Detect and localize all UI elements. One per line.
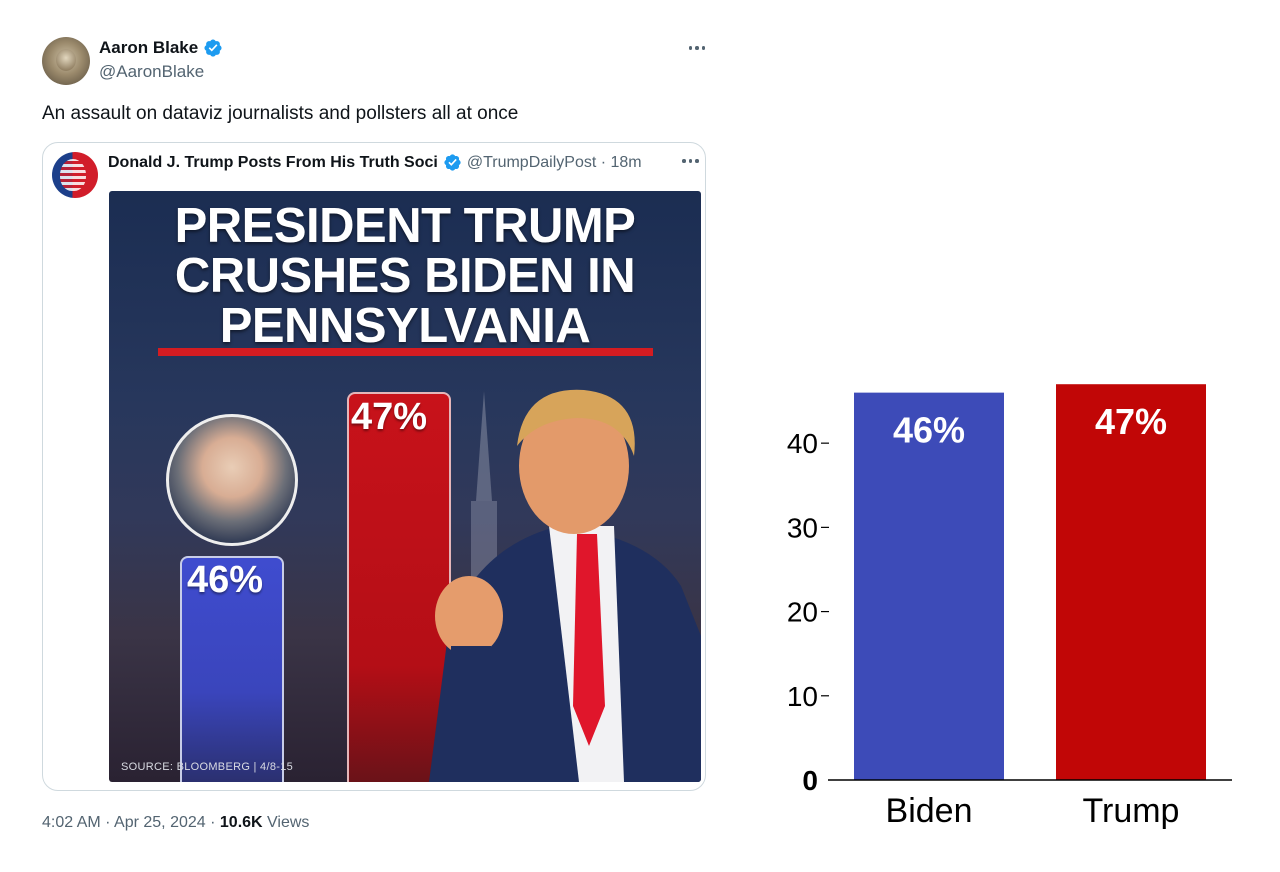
y-tick-label: 40 [787, 428, 818, 459]
tweet-timestamp[interactable]: 4:02 AM · Apr 25, 2024 · [42, 814, 220, 831]
graphic-bar-trump [347, 392, 451, 782]
author-handle[interactable]: @AaronBlake [99, 62, 205, 81]
graphic-label-biden: 46% [187, 559, 264, 601]
bars: 46% 47% [854, 384, 1206, 780]
y-tick-label: 30 [787, 512, 818, 543]
graphic-headline-line3: PENNSYLVANIA [219, 299, 591, 353]
views-count: 10.6K [219, 814, 263, 831]
trump-sleeve [451, 646, 491, 746]
steeple-spire [476, 391, 492, 501]
y-tick-label: 20 [787, 597, 818, 628]
quoted-tweet[interactable]: Donald J. Trump Posts From His Truth Soc… [42, 142, 706, 791]
more-options-icon[interactable] [684, 38, 710, 58]
author-name[interactable]: Aaron Blake [99, 38, 199, 57]
verified-check [208, 44, 218, 52]
bar-trump [1056, 384, 1206, 780]
biden-portrait [166, 414, 298, 546]
graphic-headline-line1: PRESIDENT TRUMP [174, 199, 636, 253]
poll-graphic-image[interactable]: PRESIDENT TRUMP CRUSHES BIDEN IN PENNSYL… [109, 191, 701, 782]
quoted-verified-check [448, 158, 457, 166]
trump-portrait [429, 389, 701, 782]
quoted-handle-time[interactable]: @TrumpDailyPost · 18m [466, 153, 642, 171]
graphic-bar-biden [180, 556, 284, 782]
trump-hair [517, 389, 635, 456]
tweet: Aaron Blake @AaronBlake An assault on da… [42, 37, 710, 832]
headline-underline [158, 348, 653, 356]
tweet-metadata: 4:02 AM · Apr 25, 2024 · 10.6K Views [42, 814, 309, 832]
tweet-text: An assault on dataviz journalists and po… [42, 103, 519, 124]
graphic-source: SOURCE: BLOOMBERG | 4/8-15 [121, 761, 294, 773]
quoted-header: Donald J. Trump Posts From His Truth Soc… [108, 153, 642, 172]
x-tick-label-biden: Biden [886, 792, 973, 830]
quoted-author-name[interactable]: Donald J. Trump Posts From His Truth Soc… [108, 153, 438, 171]
y-tick-label: 0 [802, 765, 818, 796]
views-label: Views [262, 814, 310, 831]
corrected-bar-chart: 0 10 20 30 40 46% 47% Biden Trump [787, 384, 1232, 830]
trump-tie [573, 534, 605, 746]
data-label-trump: 47% [1095, 401, 1167, 442]
data-label-biden: 46% [893, 410, 965, 451]
trump-fist [435, 576, 503, 656]
author-name-row[interactable]: Aaron Blake [99, 38, 223, 58]
quoted-verified-badge-icon [444, 154, 461, 171]
trump-face [519, 398, 629, 534]
author-avatar[interactable] [42, 37, 90, 85]
x-axis-labels: Biden Trump [886, 792, 1180, 830]
verified-badge-icon [204, 39, 222, 57]
graphic-label-trump: 47% [351, 396, 428, 438]
quoted-author-avatar[interactable] [52, 152, 98, 198]
graphic-headline: PRESIDENT TRUMP CRUSHES BIDEN IN PENNSYL… [109, 201, 701, 351]
y-axis: 0 10 20 30 40 [787, 428, 829, 796]
y-tick-label: 10 [787, 681, 818, 712]
x-tick-label-trump: Trump [1083, 792, 1180, 830]
graphic-headline-line2: CRUSHES BIDEN IN [174, 249, 636, 303]
quoted-more-icon[interactable] [682, 159, 699, 163]
bar-biden [854, 392, 1004, 780]
